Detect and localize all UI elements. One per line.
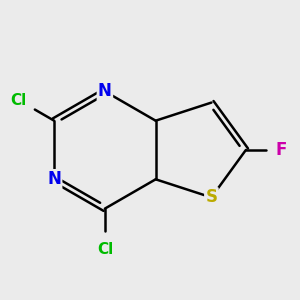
Text: S: S xyxy=(206,188,218,206)
Text: F: F xyxy=(275,141,287,159)
Text: N: N xyxy=(47,170,61,188)
Text: N: N xyxy=(98,82,112,100)
Text: Cl: Cl xyxy=(97,242,113,257)
Text: Cl: Cl xyxy=(11,93,27,108)
